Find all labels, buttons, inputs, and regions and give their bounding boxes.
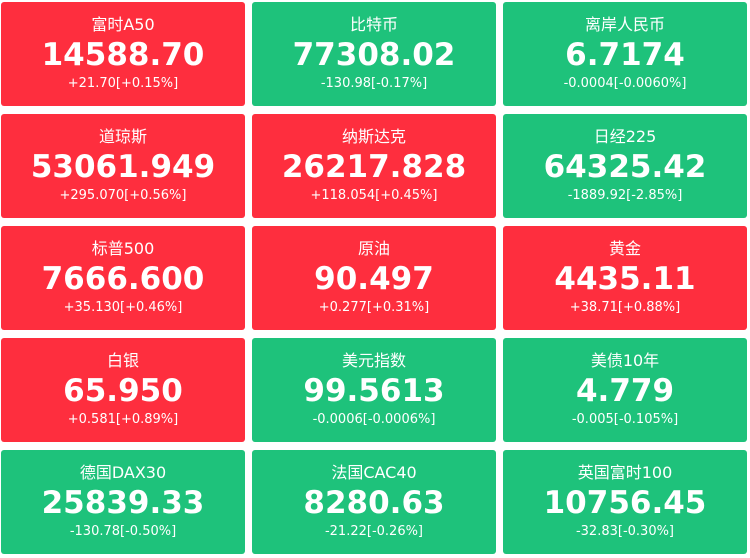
quote-name: 白银 [106, 351, 139, 370]
quote-tile[interactable]: 比特币 77308.02 -130.98[-0.17%] [252, 2, 496, 106]
quote-change: +0.581[+0.89%] [67, 412, 179, 427]
quote-tile[interactable]: 离岸人民币 6.7174 -0.0004[-0.0060%] [503, 2, 747, 106]
quote-name: 法国CAC40 [331, 463, 417, 482]
quote-name: 道琼斯 [98, 127, 147, 146]
quote-name: 原油 [357, 239, 390, 258]
quote-change: +118.054[+0.45%] [310, 188, 438, 203]
quote-tile[interactable]: 日经225 64325.42 -1889.92[-2.85%] [503, 114, 747, 218]
quote-tile[interactable]: 美债10年 4.779 -0.005[-0.105%] [503, 338, 747, 442]
quote-price: 14588.70 [41, 37, 205, 73]
quote-name: 德国DAX30 [79, 463, 167, 482]
quote-tile[interactable]: 美元指数 99.5613 -0.0006[-0.0006%] [252, 338, 496, 442]
quote-price: 25839.33 [41, 485, 205, 521]
quote-price: 8280.63 [303, 485, 445, 521]
quote-name: 黄金 [608, 239, 641, 258]
quote-price: 6.7174 [565, 37, 685, 73]
quote-tile[interactable]: 白银 65.950 +0.581[+0.89%] [1, 338, 245, 442]
quote-change: -0.005[-0.105%] [571, 412, 679, 427]
quote-price: 53061.949 [30, 149, 216, 185]
quote-price: 77308.02 [292, 37, 456, 73]
quote-change: +38.71[+0.88%] [569, 300, 681, 315]
quote-change: -32.83[-0.30%] [575, 524, 675, 539]
quote-price: 90.497 [314, 261, 434, 297]
quote-tile[interactable]: 纳斯达克 26217.828 +118.054[+0.45%] [252, 114, 496, 218]
quote-price: 7666.600 [41, 261, 205, 297]
quote-tile[interactable]: 法国CAC40 8280.63 -21.22[-0.26%] [252, 450, 496, 554]
quote-name: 日经225 [593, 127, 657, 146]
quote-change: -21.22[-0.26%] [324, 524, 424, 539]
quote-price: 64325.42 [543, 149, 707, 185]
quote-change: +35.130[+0.46%] [63, 300, 183, 315]
quote-name: 标普500 [91, 239, 155, 258]
quote-tile[interactable]: 标普500 7666.600 +35.130[+0.46%] [1, 226, 245, 330]
quote-change: -0.0004[-0.0060%] [563, 76, 687, 91]
quote-price: 4435.11 [554, 261, 696, 297]
quote-change: -130.98[-0.17%] [320, 76, 428, 91]
quote-price: 99.5613 [303, 373, 445, 409]
quote-tile[interactable]: 富时A50 14588.70 +21.70[+0.15%] [1, 2, 245, 106]
quote-change: -1889.92[-2.85%] [567, 188, 683, 203]
quote-tile[interactable]: 原油 90.497 +0.277[+0.31%] [252, 226, 496, 330]
quote-name: 美元指数 [341, 351, 406, 370]
quote-change: +21.70[+0.15%] [67, 76, 179, 91]
quote-name: 离岸人民币 [584, 15, 665, 34]
quote-tile[interactable]: 道琼斯 53061.949 +295.070[+0.56%] [1, 114, 245, 218]
quote-name: 英国富时100 [577, 463, 673, 482]
quote-tile[interactable]: 德国DAX30 25839.33 -130.78[-0.50%] [1, 450, 245, 554]
quote-name: 美债10年 [590, 351, 660, 370]
quote-name: 比特币 [349, 15, 398, 34]
quote-change: +0.277[+0.31%] [318, 300, 430, 315]
quote-price: 10756.45 [543, 485, 707, 521]
quote-price: 26217.828 [281, 149, 467, 185]
quote-change: -130.78[-0.50%] [69, 524, 177, 539]
quote-change: +295.070[+0.56%] [59, 188, 187, 203]
quote-tile[interactable]: 英国富时100 10756.45 -32.83[-0.30%] [503, 450, 747, 554]
quote-change: -0.0006[-0.0006%] [312, 412, 436, 427]
quote-price: 4.779 [575, 373, 675, 409]
quote-name: 纳斯达克 [341, 127, 406, 146]
quote-tile[interactable]: 黄金 4435.11 +38.71[+0.88%] [503, 226, 747, 330]
quote-price: 65.950 [63, 373, 183, 409]
quote-name: 富时A50 [91, 15, 155, 34]
